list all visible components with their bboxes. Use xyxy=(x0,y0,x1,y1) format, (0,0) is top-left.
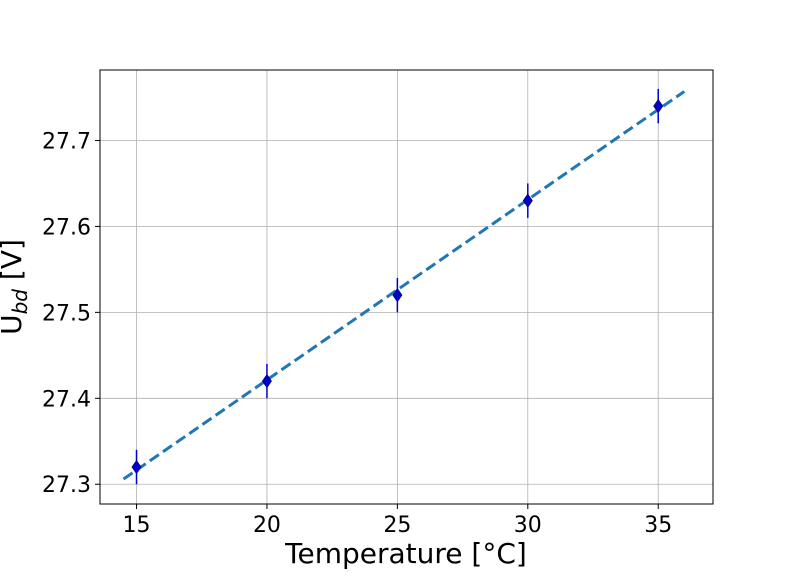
y-axis-title-main: U xyxy=(0,314,28,335)
grid xyxy=(100,70,713,504)
data-point xyxy=(261,373,272,389)
y-axis-title-unit: [V] xyxy=(0,239,28,289)
data-point xyxy=(131,459,142,475)
fit-line-layer xyxy=(122,90,686,481)
data-point xyxy=(522,193,533,208)
x-axis-title: Temperature [°C] xyxy=(284,537,527,570)
plot-frame xyxy=(99,69,714,505)
y-tick-label: 27.4 xyxy=(42,387,91,412)
data-points-layer xyxy=(131,88,664,485)
x-tick-label: 35 xyxy=(644,513,672,538)
y-axis-title-subscript: bd xyxy=(8,289,32,315)
x-axis-ticks: 15 20 25 30 35 xyxy=(123,504,672,538)
data-point xyxy=(392,287,403,303)
x-tick-label: 30 xyxy=(514,513,542,538)
x-tick-label: 20 xyxy=(253,513,281,538)
y-tick-label: 27.3 xyxy=(42,473,91,498)
y-axis-title: Ubd [V] xyxy=(0,239,32,335)
data-point xyxy=(653,98,664,114)
x-tick-label: 15 xyxy=(123,513,151,538)
y-tick-label: 27.5 xyxy=(42,301,91,326)
y-axis-ticks: 27.3 27.4 27.5 27.6 27.7 xyxy=(42,129,100,498)
y-tick-label: 27.6 xyxy=(42,215,91,240)
fit-line xyxy=(122,90,686,481)
x-tick-label: 25 xyxy=(383,513,411,538)
y-tick-label: 27.7 xyxy=(42,129,91,154)
